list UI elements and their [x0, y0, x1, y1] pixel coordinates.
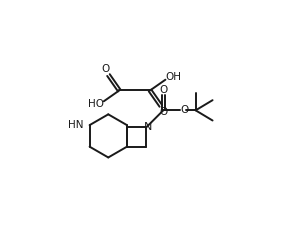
Text: O: O [159, 85, 168, 95]
Text: N: N [144, 122, 152, 132]
Text: HN: HN [68, 120, 83, 130]
Text: HO: HO [88, 99, 104, 109]
Text: O: O [101, 64, 110, 74]
Text: O: O [160, 107, 168, 117]
Text: OH: OH [165, 72, 181, 82]
Text: O: O [181, 105, 189, 115]
